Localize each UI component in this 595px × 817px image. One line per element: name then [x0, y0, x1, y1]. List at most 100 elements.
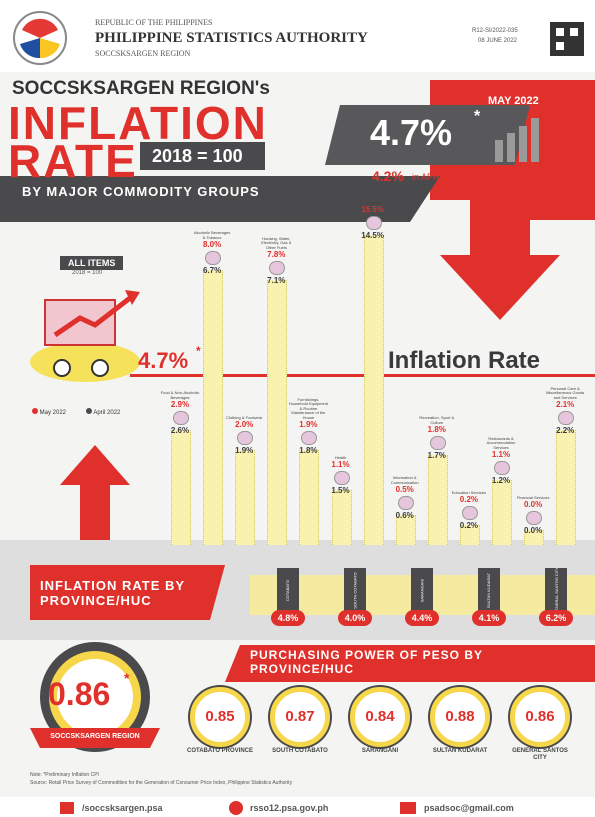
pillar: [267, 280, 287, 545]
source: Source: Retail Price Survey of Commoditi…: [30, 780, 292, 786]
may-value: 2.9%: [160, 400, 200, 409]
group-name: Transport: [353, 183, 393, 205]
note: Note: *Preliminary Inflation CPI: [30, 772, 99, 778]
province-tag: GENERAL SANTOS CITY: [545, 568, 567, 612]
may-value: 0.0%: [513, 500, 553, 509]
pillar: [235, 450, 255, 545]
group-name: Health: [321, 438, 361, 460]
inflation-rate-label: Inflation Rate: [388, 347, 540, 375]
website[interactable]: rsso12.psa.gov.ph: [250, 803, 328, 813]
ppp-name: GENERAL SANTOS CITY: [505, 748, 575, 762]
pillar: [428, 455, 448, 545]
may-value: 7.8%: [256, 250, 296, 259]
ppp-name: SARANGANI: [345, 748, 415, 755]
republic: REPUBLIC OF THE PHILIPPINES: [95, 18, 212, 27]
group-name: Information & Communication: [385, 463, 425, 485]
april-value: 1.9%: [224, 446, 264, 455]
may-value: 0.5%: [385, 485, 425, 494]
group-icon: [301, 431, 317, 445]
all-items-asterisk: *: [196, 344, 201, 358]
province-rate: 6.2%: [539, 610, 573, 626]
group-icon: [366, 216, 382, 230]
ppp-name: SOUTH COTABATO: [265, 748, 335, 755]
all-items-label: ALL ITEMS: [60, 256, 123, 270]
pillar: [332, 490, 352, 545]
province-tag: SARANGANI: [411, 568, 433, 612]
april-value: 1.5%: [321, 486, 361, 495]
provinces-title: INFLATION RATE BY PROVINCE/HUC: [40, 578, 210, 608]
date: 08 JUNE 2022: [478, 38, 517, 44]
province-tag: COTABATO: [277, 568, 299, 612]
group-icon: [398, 496, 414, 510]
april-value: 1.7%: [417, 451, 457, 460]
pillar: [203, 270, 223, 545]
may-value: 1.8%: [417, 425, 457, 434]
group-name: Recreation, Sport & Culture: [417, 403, 457, 425]
previous-rate: 4.2%: [372, 168, 404, 184]
group-icon: [173, 411, 189, 425]
group-icon: [558, 411, 574, 425]
headline-rate: 4.7%: [370, 112, 452, 154]
group-icon: [430, 436, 446, 450]
facebook[interactable]: /soccsksargen.psa: [82, 803, 163, 813]
all-items-base: 2018 = 100: [72, 270, 102, 276]
region-ppp: 0.86: [48, 676, 110, 713]
asterisk: *: [474, 108, 480, 126]
province-name: COTABATO: [286, 579, 291, 600]
province-tag: SULTAN KUDARAT: [478, 568, 500, 612]
group-name: Financial Services: [513, 478, 553, 500]
april-value: 0.2%: [449, 521, 489, 530]
april-value: 0.6%: [385, 511, 425, 520]
agency: PHILIPPINE STATISTICS AUTHORITY: [95, 30, 368, 47]
previous-label: in APRIL 2022: [412, 172, 469, 182]
ppp-circle: 0.86: [510, 687, 570, 747]
email[interactable]: psadsoc@gmail.com: [424, 803, 514, 813]
april-value: 2.6%: [160, 426, 200, 435]
month: MAY 2022: [488, 95, 539, 107]
province-rate: 4.4%: [405, 610, 439, 626]
ppp-name: COTABATO PROVINCE: [185, 748, 255, 755]
region-ppp-label: SOCCSKSARGEN REGION: [40, 733, 150, 740]
group-name: Personal Care & Miscellaneous Goods and …: [545, 378, 585, 400]
group-icon: [494, 461, 510, 475]
april-value: 14.5%: [353, 231, 393, 240]
pillar: [171, 430, 191, 545]
province-rate: 4.1%: [472, 610, 506, 626]
group-name: Clothing & Footwear: [224, 398, 264, 420]
april-value: 0.0%: [513, 526, 553, 535]
base-year: 2018 = 100: [152, 146, 243, 167]
april-value: 6.7%: [192, 266, 232, 275]
group-name: Food & Non-Alcoholic Beverages: [160, 378, 200, 400]
pillar: [556, 430, 576, 545]
all-items-rate: 4.7%: [138, 348, 188, 374]
group-name: Furnishings, Household Equipment & Routi…: [288, 398, 328, 420]
legend-label: April 2022: [93, 410, 120, 416]
ppp-circle: 0.88: [430, 687, 490, 747]
ppp-circle: 0.87: [270, 687, 330, 747]
province-rate: 4.0%: [338, 610, 372, 626]
ppp-name: SULTAN KUDARAT: [425, 748, 495, 755]
pillar: [364, 235, 384, 545]
pillar: [492, 480, 512, 545]
may-value: 15.5%: [353, 205, 393, 214]
ppp-circle: 0.84: [350, 687, 410, 747]
may-value: 1.9%: [288, 420, 328, 429]
may-value: 1.1%: [481, 450, 521, 459]
reference: R12-SI/2022-035: [472, 28, 518, 34]
ppp-circle: 0.85: [190, 687, 250, 747]
province-name: SARANGANI: [420, 578, 425, 602]
group-icon: [334, 471, 350, 485]
pillar: [299, 450, 319, 545]
group-name: Restaurants & Accommodation Services: [481, 428, 521, 450]
group-icon: [237, 431, 253, 445]
title-line2: RATE: [8, 134, 138, 188]
province-name: GENERAL SANTOS CITY: [554, 567, 559, 614]
april-value: 2.2%: [545, 426, 585, 435]
province-rate: 4.8%: [271, 610, 305, 626]
may-value: 2.0%: [224, 420, 264, 429]
province-name: SULTAN KUDARAT: [487, 572, 492, 607]
may-value: 8.0%: [192, 240, 232, 249]
group-icon: [269, 261, 285, 275]
province-name: SOUTH COTABATO: [353, 572, 358, 608]
purchasing-title: PURCHASING POWER OF PESO BY PROVINCE/HUC: [250, 648, 540, 676]
